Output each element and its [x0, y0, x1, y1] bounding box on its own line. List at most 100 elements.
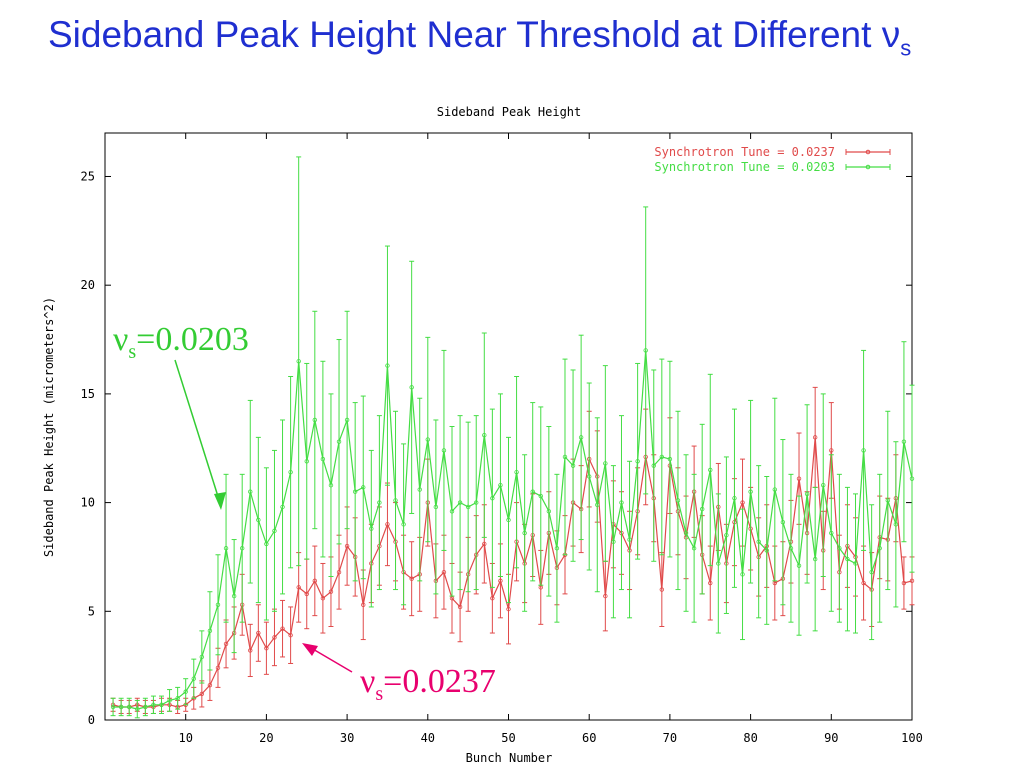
- data-point: [885, 498, 890, 503]
- data-point: [804, 491, 810, 497]
- data-point: [683, 530, 689, 536]
- data-point: [562, 454, 568, 460]
- data-point: [304, 459, 309, 464]
- legend-swatch-point: [865, 149, 871, 155]
- data-point: [837, 546, 842, 551]
- data-point: [546, 509, 552, 514]
- data-point: [280, 504, 285, 510]
- data-point: [699, 506, 705, 512]
- data-point: [264, 541, 269, 547]
- data-point: [482, 432, 487, 438]
- x-tick-label: 70: [663, 731, 677, 745]
- data-point: [223, 546, 229, 551]
- data-point: [691, 546, 697, 551]
- x-tick-label: 10: [178, 731, 192, 745]
- annotation-green-arrowhead: [214, 492, 226, 510]
- data-point: [788, 546, 794, 551]
- data-point: [764, 548, 769, 553]
- x-tick-label: 80: [743, 731, 757, 745]
- data-point: [264, 646, 269, 651]
- data-point: [716, 561, 721, 566]
- data-point: [603, 593, 608, 599]
- x-tick-label: 90: [824, 731, 838, 745]
- data-point: [296, 359, 301, 364]
- data-point: [320, 456, 326, 462]
- data-point: [474, 500, 479, 505]
- data-point: [248, 489, 253, 494]
- data-point: [409, 576, 414, 581]
- annotation-green-value: =0.0203: [136, 321, 249, 358]
- series-layer: [110, 156, 915, 719]
- data-point: [288, 469, 293, 475]
- data-point: [151, 702, 156, 707]
- data-point: [869, 569, 874, 575]
- data-point: [457, 604, 463, 610]
- x-tick-label: 100: [901, 731, 923, 745]
- data-point: [821, 483, 826, 488]
- legend-entry-label: Synchrotron Tune = 0.0203: [654, 160, 835, 174]
- y-tick-label: 5: [88, 604, 95, 618]
- data-point: [272, 635, 277, 640]
- data-point: [514, 469, 519, 475]
- data-point: [401, 522, 406, 527]
- data-point: [506, 517, 511, 523]
- data-point: [756, 539, 761, 544]
- y-tick-label: 20: [81, 278, 95, 292]
- data-point: [441, 448, 447, 453]
- data-point: [320, 596, 326, 601]
- data-point: [425, 437, 430, 442]
- data-point: [740, 500, 745, 505]
- data-point: [207, 628, 213, 634]
- data-point: [554, 546, 560, 551]
- data-point: [506, 606, 511, 612]
- data-point: [127, 704, 132, 710]
- x-tick-label: 60: [582, 731, 596, 745]
- data-point: [901, 439, 907, 444]
- slide-title: Sideband Peak Height Near Threshold at D…: [48, 14, 911, 61]
- data-point: [280, 626, 285, 631]
- y-tick-label: 0: [88, 713, 95, 727]
- data-point: [780, 519, 786, 525]
- x-tick-label: 40: [421, 731, 435, 745]
- data-point: [135, 706, 140, 712]
- slide-title-text: Sideband Peak Height Near Threshold at D…: [48, 14, 901, 55]
- data-point: [829, 530, 834, 536]
- data-point: [603, 461, 608, 466]
- data-point: [901, 580, 907, 586]
- annotation-red-sub: s: [375, 683, 383, 705]
- annotation-red-value: =0.0237: [383, 663, 496, 700]
- data-point: [256, 630, 261, 636]
- data-point: [853, 561, 858, 566]
- data-point: [304, 591, 309, 597]
- data-point: [667, 456, 673, 462]
- data-point: [893, 522, 899, 527]
- x-axis-label: Bunch Number: [466, 751, 553, 765]
- data-point: [312, 417, 318, 423]
- data-point: [522, 530, 527, 536]
- data-point: [812, 556, 818, 562]
- data-point: [909, 476, 915, 481]
- annotation-green-sub: s: [128, 341, 136, 363]
- annotation-red-nu: ν: [360, 663, 375, 700]
- data-point: [877, 546, 882, 551]
- data-point: [183, 689, 188, 694]
- data-point: [272, 528, 277, 534]
- data-point: [361, 602, 366, 607]
- data-point: [796, 563, 802, 568]
- data-point: [861, 448, 866, 453]
- data-point: [708, 467, 713, 473]
- data-point: [433, 504, 439, 510]
- annotation-green-nu: ν: [113, 321, 128, 358]
- data-point: [724, 533, 729, 538]
- data-point: [409, 385, 414, 390]
- x-tick-label: 20: [259, 731, 273, 745]
- data-point: [861, 580, 866, 586]
- data-point: [619, 500, 624, 505]
- data-point: [627, 537, 632, 542]
- data-point: [361, 485, 366, 490]
- x-tick-label: 50: [501, 731, 515, 745]
- data-point: [812, 435, 818, 440]
- data-point: [393, 498, 398, 503]
- data-point: [530, 489, 535, 494]
- data-point: [651, 463, 656, 468]
